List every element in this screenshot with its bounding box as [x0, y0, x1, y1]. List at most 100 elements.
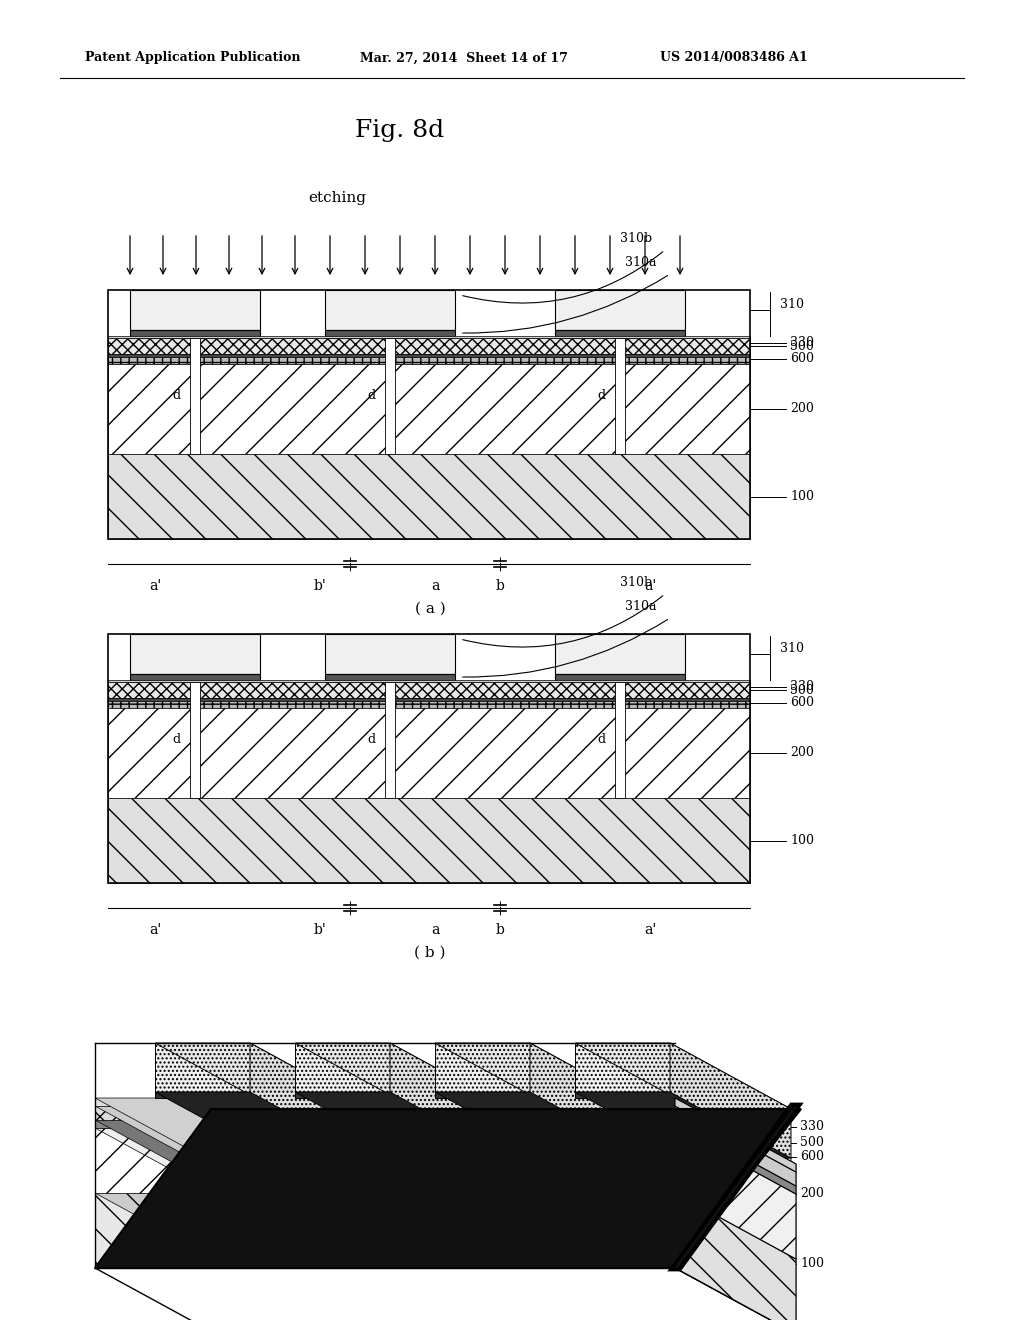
Bar: [108, 634, 750, 883]
Text: 310a: 310a: [625, 599, 656, 612]
Text: ( b ): ( b ): [415, 946, 445, 960]
Polygon shape: [95, 1106, 796, 1172]
Polygon shape: [575, 1043, 670, 1098]
Bar: [615, 338, 625, 454]
Bar: [385, 338, 395, 454]
Text: 310b: 310b: [620, 231, 652, 244]
Polygon shape: [435, 1092, 530, 1098]
Text: ( a ): ( a ): [415, 602, 445, 616]
Bar: [108, 708, 750, 799]
Text: 200: 200: [790, 403, 814, 416]
Bar: [555, 675, 685, 682]
Polygon shape: [675, 1129, 796, 1259]
Polygon shape: [295, 1092, 390, 1098]
Text: b: b: [496, 923, 505, 937]
Bar: [130, 330, 260, 338]
Polygon shape: [95, 1129, 675, 1193]
Text: 200: 200: [790, 747, 814, 759]
Bar: [130, 675, 260, 682]
Bar: [108, 701, 750, 708]
Bar: [108, 290, 750, 539]
Bar: [130, 290, 260, 330]
Text: 310b: 310b: [620, 576, 652, 589]
Polygon shape: [295, 1043, 390, 1098]
Polygon shape: [155, 1043, 371, 1109]
Polygon shape: [575, 1043, 791, 1109]
Bar: [108, 356, 750, 364]
Text: 100: 100: [790, 834, 814, 847]
Text: 100: 100: [790, 490, 814, 503]
Bar: [325, 330, 455, 338]
Polygon shape: [295, 1043, 511, 1109]
Polygon shape: [435, 1092, 651, 1158]
Polygon shape: [575, 1092, 791, 1158]
Bar: [108, 354, 750, 356]
Polygon shape: [390, 1043, 511, 1164]
Polygon shape: [250, 1043, 371, 1164]
Polygon shape: [672, 1106, 799, 1269]
Polygon shape: [670, 1043, 791, 1164]
Text: Patent Application Publication: Patent Application Publication: [85, 51, 300, 65]
Polygon shape: [675, 1193, 796, 1320]
Text: d: d: [597, 733, 605, 746]
Bar: [615, 682, 625, 799]
Text: a': a': [148, 579, 161, 593]
Polygon shape: [675, 1106, 796, 1185]
Bar: [108, 337, 750, 338]
Polygon shape: [95, 1119, 796, 1185]
Bar: [108, 799, 750, 883]
Bar: [108, 454, 750, 539]
Polygon shape: [530, 1043, 651, 1164]
Text: 330: 330: [790, 681, 814, 693]
Polygon shape: [95, 1106, 675, 1119]
Text: a: a: [431, 923, 439, 937]
Text: a: a: [431, 579, 439, 593]
Text: 310: 310: [780, 298, 804, 312]
Bar: [190, 682, 200, 799]
Polygon shape: [675, 1193, 796, 1320]
Polygon shape: [295, 1092, 511, 1158]
Text: d: d: [172, 733, 180, 746]
Text: 600: 600: [800, 1151, 824, 1163]
Polygon shape: [95, 1193, 675, 1269]
Polygon shape: [95, 1109, 801, 1269]
Polygon shape: [95, 1129, 796, 1195]
Text: d: d: [367, 389, 375, 403]
Polygon shape: [675, 1106, 796, 1185]
Text: Fig. 8d: Fig. 8d: [355, 119, 444, 141]
Polygon shape: [435, 1043, 651, 1109]
Text: a': a': [148, 923, 161, 937]
Bar: [108, 698, 750, 701]
Polygon shape: [435, 1043, 530, 1098]
Polygon shape: [155, 1092, 371, 1158]
Polygon shape: [670, 1104, 801, 1270]
Text: d: d: [172, 389, 180, 403]
Text: 500: 500: [790, 684, 814, 697]
Bar: [325, 675, 455, 682]
Text: 600: 600: [790, 697, 814, 710]
Polygon shape: [675, 1119, 796, 1195]
Text: b': b': [313, 579, 327, 593]
Text: a': a': [644, 579, 656, 593]
Polygon shape: [575, 1092, 670, 1098]
Polygon shape: [675, 1129, 796, 1259]
Polygon shape: [95, 1098, 675, 1106]
Text: etching: etching: [308, 191, 366, 205]
Text: b': b': [313, 923, 327, 937]
Text: d: d: [367, 733, 375, 746]
Polygon shape: [95, 1193, 796, 1259]
Text: 500: 500: [790, 339, 814, 352]
Text: 100: 100: [800, 1257, 824, 1270]
Text: a': a': [644, 923, 656, 937]
Polygon shape: [95, 1119, 675, 1129]
Text: b: b: [496, 579, 505, 593]
Bar: [108, 338, 750, 354]
Bar: [555, 330, 685, 338]
Bar: [108, 364, 750, 454]
Bar: [108, 680, 750, 682]
Text: 330: 330: [790, 337, 814, 350]
Text: 200: 200: [800, 1187, 824, 1200]
Bar: [385, 682, 395, 799]
Polygon shape: [155, 1043, 250, 1098]
Text: Mar. 27, 2014  Sheet 14 of 17: Mar. 27, 2014 Sheet 14 of 17: [360, 51, 568, 65]
